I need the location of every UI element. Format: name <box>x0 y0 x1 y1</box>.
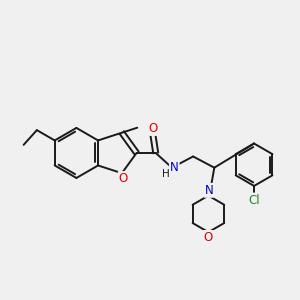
Text: O: O <box>119 172 128 185</box>
Text: N: N <box>170 160 178 174</box>
Text: H: H <box>162 169 170 179</box>
Text: O: O <box>148 122 158 135</box>
Text: N: N <box>205 184 213 197</box>
Text: O: O <box>204 231 213 244</box>
Text: Cl: Cl <box>248 194 260 207</box>
